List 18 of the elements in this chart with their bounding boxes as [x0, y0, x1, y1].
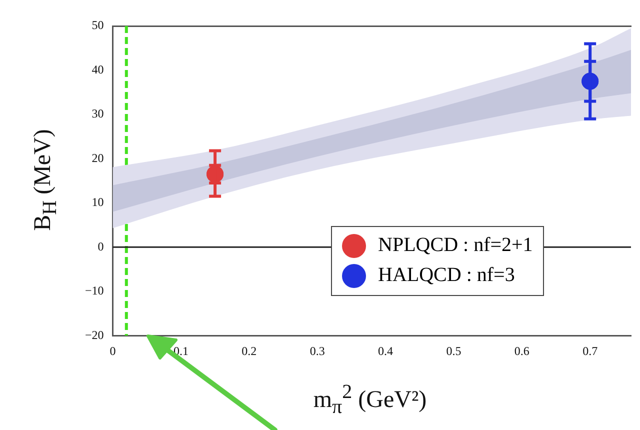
y-tick-label: 40 — [92, 62, 104, 76]
legend-label: NPLQCD : nf=2+1 — [378, 234, 533, 258]
x-tick-label: 0.2 — [242, 344, 257, 358]
legend-label: HALQCD : nf=3 — [378, 264, 515, 288]
y-tick-label: 50 — [92, 18, 104, 32]
y-tick-label: 30 — [92, 106, 104, 121]
x-tick-label: 0.3 — [310, 344, 325, 358]
x-axis-title: m$_{π}$$^{2}$ (GeV²) — [313, 381, 427, 419]
x-tick-label: 0.6 — [514, 344, 530, 358]
y-tick-label: −20 — [84, 328, 104, 342]
y-tick-label: 0 — [98, 239, 104, 254]
y-tick-label: 20 — [92, 150, 104, 165]
y-tick-label: 10 — [92, 195, 104, 210]
x-tick-label: 0.5 — [446, 344, 462, 358]
x-tick-label: 0.7 — [582, 344, 598, 358]
x-tick-label: 0.4 — [378, 344, 394, 358]
y-tick-label: −10 — [84, 284, 104, 298]
x-tick-label: 0 — [110, 344, 116, 358]
